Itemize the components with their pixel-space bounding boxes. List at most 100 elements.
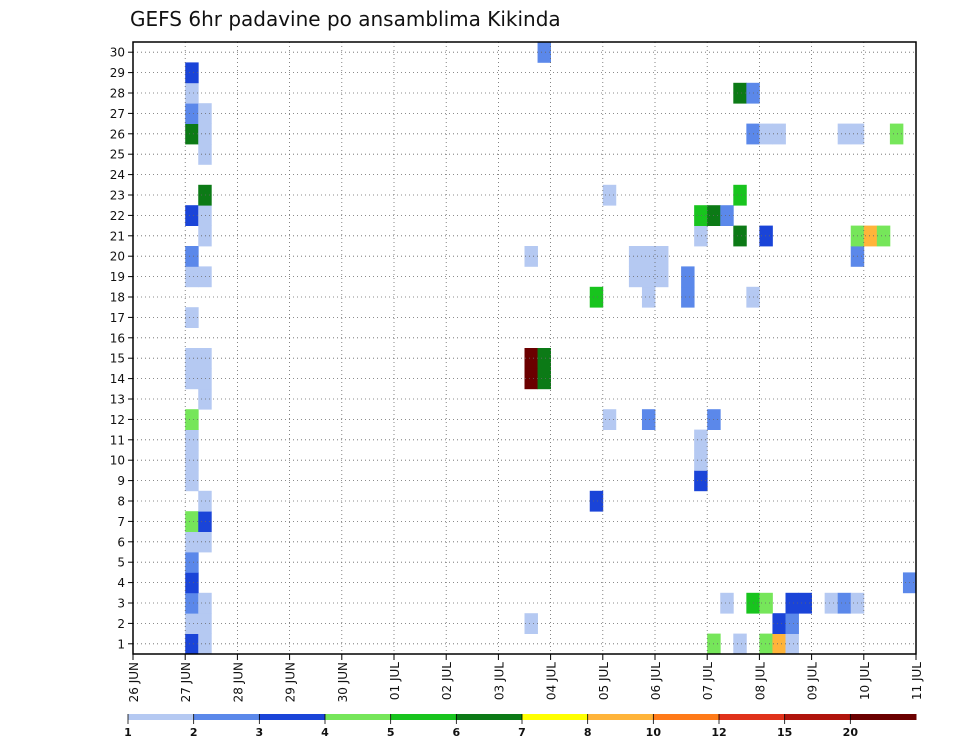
precip-cell [837,592,852,614]
precip-cell [641,286,656,308]
x-tick-label: 02 JUL [440,662,454,700]
legend-label: 3 [256,726,264,739]
x-tick-label: 27 JUN [179,662,193,702]
precip-cell [185,368,199,390]
legend-swatch [587,714,654,720]
precip-cell [641,246,656,267]
x-tick-label: 03 JUL [492,662,506,700]
legend-swatch [390,714,457,720]
y-tick-label: 10 [110,454,125,468]
precip-cell [733,184,747,206]
y-tick-label: 5 [117,556,125,570]
precip-cell [681,266,695,288]
legend-label: 6 [453,726,461,739]
y-tick-label: 16 [110,331,125,345]
x-tick-label: 08 JUL [753,662,767,700]
legend-label: 15 [777,726,792,739]
precip-cell [185,246,199,267]
x-tick-label: 11 JUL [910,662,924,700]
precip-cell [759,592,773,614]
precip-cell [185,470,199,492]
color-legend: 1 2 3 4 5 6 7 8 10 12 15 20 [124,714,917,739]
precip-cell [185,123,199,145]
x-tick-label: 28 JUN [231,662,245,702]
precip-cell [185,633,199,655]
precip-cell [198,123,212,145]
precip-cell [537,348,551,369]
precip-cell [198,205,212,226]
x-tick-label: 01 JUL [388,662,402,700]
precip-cell [198,490,212,512]
precip-cell [198,592,212,614]
precip-cell [524,348,538,369]
precip-cell [889,123,904,145]
precip-cell [733,82,747,104]
grid-lines [133,42,916,654]
precip-cell [185,552,199,573]
x-tick-label: 09 JUL [806,662,820,700]
x-tick-label: 06 JUL [649,662,663,700]
precip-cell [641,266,656,288]
precip-cell [198,348,212,369]
legend-label: 5 [387,726,395,739]
y-tick-label: 6 [117,535,125,549]
legend-swatch [784,714,851,720]
y-tick-label: 23 [110,189,125,203]
precip-cell [185,429,199,451]
y-tick-label: 14 [110,372,125,386]
precip-cell [185,409,199,430]
legend-label: 20 [843,726,859,739]
precip-cell [863,225,878,247]
precip-cell [524,368,538,390]
precip-cell [694,429,708,451]
legend-label: 1 [124,726,132,739]
x-tick-label: 30 JUN [336,662,350,702]
precip-cell [198,144,212,165]
precip-cell [785,633,799,655]
chart-title: GEFS 6hr padavine po ansamblima Kikinda [130,7,561,31]
precip-cell [694,205,708,226]
y-tick-label: 1 [117,637,125,651]
x-tick-label: 29 JUN [284,662,298,702]
precip-cell [772,633,786,655]
precip-cell [772,613,786,634]
precip-cell [185,531,199,553]
precip-cell [198,531,212,553]
y-tick-label: 15 [110,352,125,366]
legend-swatch [128,714,195,720]
precip-cell [694,470,708,492]
y-tick-label: 21 [110,229,125,243]
x-axis: 26 JUN 27 JUN 28 JUN 29 JUN 30 JUN 01 JUL 02 J… [127,654,924,702]
precip-cell [537,368,551,390]
legend-swatch [325,714,392,720]
x-tick-label: 10 JUL [858,662,872,700]
precip-cell [185,307,199,328]
legend-swatch [653,714,720,720]
y-tick-label: 17 [110,311,125,325]
legend-label: 2 [190,726,198,739]
y-tick-label: 25 [110,148,125,162]
precip-cell [876,225,891,247]
precipitation-cells [185,42,917,655]
legend-label: 8 [584,726,592,739]
y-tick-label: 20 [110,250,125,264]
x-tick-label: 04 JUL [545,662,559,700]
y-tick-label: 26 [110,127,125,141]
precip-cell [785,613,799,634]
precip-cell [733,633,747,655]
precip-cell [185,511,199,532]
precip-cell [759,225,773,247]
y-tick-label: 12 [110,413,125,427]
precip-cell [641,409,656,430]
legend-swatch [850,714,917,720]
legend-label: 4 [321,726,329,739]
legend-swatch [719,714,786,720]
y-tick-label: 22 [110,209,125,223]
precip-cell [694,225,708,247]
y-tick-label: 19 [110,270,125,284]
legend-swatch [522,714,589,720]
precip-cell [589,286,604,308]
precip-cell [824,592,839,614]
y-tick-label: 8 [117,495,125,509]
